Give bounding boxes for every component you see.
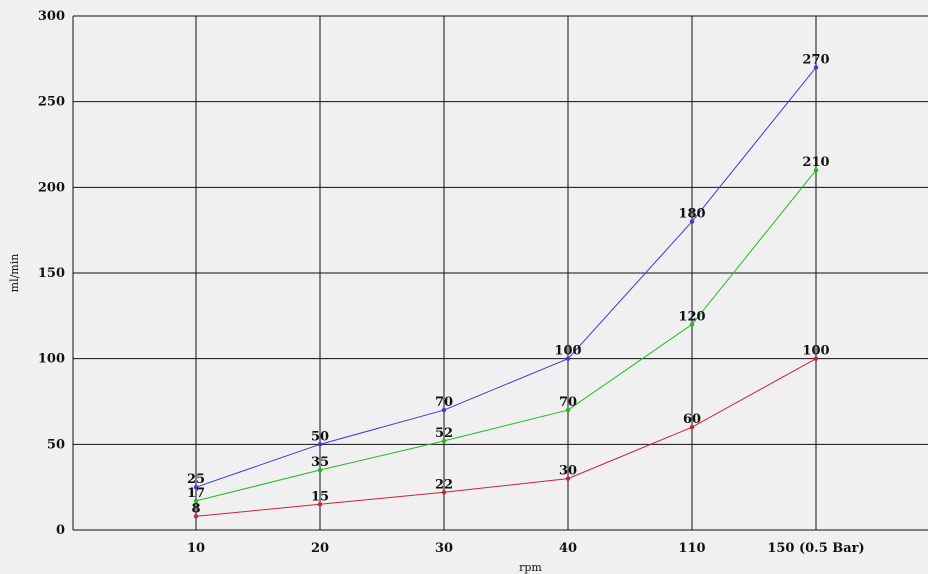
axes: 0 50 100 150 200 250 300 10 20 30 40 110 150 (0.5 Ba…	[38, 9, 865, 556]
data-label: 100	[802, 344, 829, 359]
data-point	[813, 168, 819, 173]
series-line-1	[195, 67, 817, 488]
data-point	[565, 407, 571, 413]
data-point	[813, 65, 819, 70]
data-point	[193, 514, 199, 519]
data-point	[441, 438, 447, 444]
grid-lines	[73, 15, 928, 531]
data-label: 210	[802, 155, 829, 170]
data-point	[689, 425, 695, 430]
series-line-3	[195, 358, 817, 517]
x-tick-label: 40	[559, 541, 577, 556]
data-point	[193, 498, 199, 504]
data-point	[441, 407, 447, 413]
y-axis-title: ml/min	[8, 254, 21, 293]
series-line-2	[195, 169, 817, 502]
data-label: 270	[802, 52, 829, 67]
y-tick-label: 100	[38, 352, 65, 367]
data-label: 50	[311, 429, 329, 444]
y-tick-label: 200	[38, 180, 65, 195]
x-axis-title: rpm	[519, 561, 542, 574]
data-point	[565, 356, 571, 361]
data-label: 180	[678, 207, 705, 222]
data-point	[565, 476, 571, 481]
y-tick-label: 0	[56, 523, 65, 538]
x-tick-label: 110	[678, 541, 705, 556]
data-point	[193, 484, 199, 490]
data-label: 35	[311, 455, 329, 470]
x-tick-label: 10	[187, 541, 205, 556]
data-point	[317, 467, 323, 473]
data-point	[813, 356, 819, 361]
data-label: 17	[187, 486, 205, 501]
data-label: 30	[559, 464, 577, 479]
data-label: 70	[559, 395, 577, 410]
data-labels: 25 50 70 100 180 270 17 35 52 70 120 210 8 15 22 30 60 10…	[187, 52, 830, 516]
y-tick-label: 250	[38, 95, 65, 110]
data-label: 22	[435, 477, 453, 492]
y-tick-label: 50	[47, 437, 65, 452]
data-point	[689, 322, 695, 327]
data-label: 25	[187, 472, 205, 487]
x-tick-label: 20	[311, 541, 329, 556]
data-label: 15	[311, 489, 329, 504]
data-label: 8	[191, 501, 200, 516]
data-label: 100	[554, 344, 581, 359]
x-tick-label: 30	[435, 541, 453, 556]
data-point	[317, 502, 323, 507]
x-tick-label: 150 (0.5 Bar)	[767, 541, 864, 556]
series-lines	[193, 65, 819, 519]
data-point	[689, 219, 695, 224]
data-point	[317, 442, 323, 447]
data-label: 120	[678, 309, 705, 324]
data-label: 60	[683, 412, 701, 427]
data-point	[441, 490, 447, 495]
data-label: 52	[435, 426, 453, 441]
data-label: 70	[435, 395, 453, 410]
y-tick-label: 150	[38, 266, 65, 281]
y-tick-label: 300	[38, 9, 65, 24]
